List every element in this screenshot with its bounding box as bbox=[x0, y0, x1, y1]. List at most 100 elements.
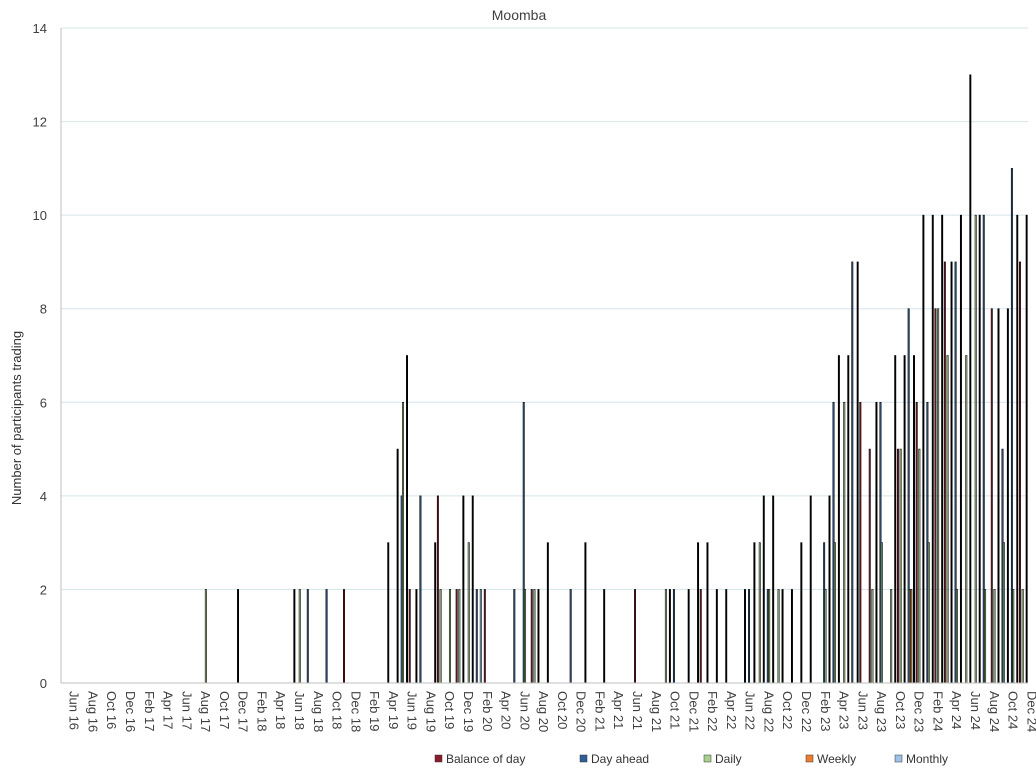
x-tick-label: Oct 16 bbox=[104, 691, 119, 729]
bar-day-ahead-jun-23 bbox=[851, 261, 854, 684]
bar-daily-jan-20 bbox=[467, 542, 470, 684]
legend-label-day-ahead: Day ahead bbox=[591, 752, 649, 766]
bar-unlabeled-dec-22 bbox=[800, 542, 803, 684]
bar-day-ahead-dec-20 bbox=[569, 589, 572, 684]
bar-unlabeled-jun-18 bbox=[293, 589, 296, 684]
y-tick-label: 12 bbox=[33, 115, 47, 130]
x-tick-label: Dec 20 bbox=[574, 691, 589, 732]
x-tick-label: Aug 20 bbox=[536, 691, 551, 732]
x-tick-label: Feb 20 bbox=[480, 691, 495, 731]
bar-daily-dec-24 bbox=[1021, 589, 1024, 684]
bar-balance-of-day-nov-23 bbox=[896, 448, 899, 684]
x-tick-label: Jun 17 bbox=[179, 691, 194, 730]
x-tick-label: Feb 22 bbox=[705, 691, 720, 731]
bar-balance-of-day-mar-24 bbox=[934, 308, 937, 684]
x-tick-label: Aug 21 bbox=[649, 691, 664, 732]
bar-unlabeled-mar-21 bbox=[603, 589, 606, 684]
bar-daily-may-24 bbox=[955, 589, 958, 684]
bar-unlabeled-dec-17 bbox=[237, 589, 240, 684]
x-tick-label: Apr 24 bbox=[949, 691, 964, 729]
legend-swatch-balance-of-day bbox=[434, 754, 443, 763]
y-tick-label: 6 bbox=[40, 395, 47, 410]
bar-unlabeled-nov-22 bbox=[790, 589, 793, 684]
x-tick-label: Apr 17 bbox=[161, 691, 176, 729]
y-axis-title: Number of participants trading bbox=[9, 331, 24, 505]
bar-unlabeled-jan-24 bbox=[922, 214, 925, 684]
bar-unlabeled-mar-23 bbox=[828, 495, 831, 684]
bar-unlabeled-jan-22 bbox=[697, 542, 700, 684]
x-tick-label: Jun 24 bbox=[968, 691, 983, 730]
bar-day-ahead-oct-18 bbox=[325, 589, 328, 684]
bar-unlabeled-may-23 bbox=[847, 355, 850, 684]
bar-unlabeled-mar-22 bbox=[715, 589, 718, 684]
bar-unlabeled-jul-19 bbox=[415, 589, 418, 684]
bar-daily-mar-24 bbox=[937, 308, 940, 684]
bar-balance-of-day-dec-24 bbox=[1018, 261, 1021, 684]
x-tick-label: Dec 22 bbox=[799, 691, 814, 732]
bar-unlabeled-aug-20 bbox=[537, 589, 540, 684]
bar-unlabeled-sep-24 bbox=[997, 308, 1000, 684]
legend-swatch-weekly bbox=[805, 754, 814, 763]
bar-unlabeled-dec-24 bbox=[1025, 214, 1028, 684]
bar-unlabeled-jul-24 bbox=[978, 214, 981, 684]
x-tick-label: Feb 21 bbox=[592, 691, 607, 731]
bar-unlabeled-feb-22 bbox=[706, 542, 709, 684]
bar-daily-oct-24 bbox=[1002, 542, 1005, 684]
x-tick-label: Aug 24 bbox=[987, 691, 1002, 732]
bar-daily-aug-24 bbox=[984, 589, 987, 684]
bar-balance-of-day-aug-23 bbox=[868, 448, 871, 684]
x-tick-label: Feb 24 bbox=[930, 691, 945, 731]
bar-unlabeled-mar-24 bbox=[941, 214, 944, 684]
bar-balance-of-day-mar-20 bbox=[483, 589, 486, 684]
x-tick-label: Oct 19 bbox=[442, 691, 457, 729]
bar-daily-sep-17 bbox=[204, 589, 207, 684]
bar-unlabeled-sep-20 bbox=[546, 542, 549, 684]
x-tick-label: Jun 18 bbox=[292, 691, 307, 730]
bar-daily-jan-24 bbox=[918, 448, 921, 684]
bar-unlabeled-jan-21 bbox=[584, 542, 587, 684]
bar-balance-of-day-dec-18 bbox=[343, 589, 345, 684]
x-tick-label: Feb 17 bbox=[142, 691, 157, 731]
bar-unlabeled-jun-23 bbox=[856, 261, 859, 684]
bar-day-ahead-aug-18 bbox=[306, 589, 309, 684]
y-tick-label: 14 bbox=[33, 21, 47, 36]
bar-unlabeled-nov-23 bbox=[903, 355, 906, 684]
bar-daily-sep-23 bbox=[880, 542, 883, 684]
bar-unlabeled-apr-19 bbox=[387, 542, 390, 684]
bar-unlabeled-aug-22 bbox=[762, 495, 765, 684]
bar-unlabeled-jun-19 bbox=[406, 355, 408, 684]
bar-unlabeled-sep-22 bbox=[772, 495, 775, 684]
bar-unlabeled-oct-24 bbox=[1006, 308, 1009, 684]
x-tick-label: Dec 24 bbox=[1024, 691, 1036, 732]
bar-daily-may-23 bbox=[843, 401, 846, 684]
bar-unlabeled-nov-24 bbox=[1016, 214, 1019, 684]
bar-day-ahead-jun-20 bbox=[513, 589, 516, 684]
bar-unlabeled-jun-24 bbox=[969, 74, 972, 684]
x-tick-label: Feb 18 bbox=[254, 691, 269, 731]
bar-daily-jul-18 bbox=[298, 589, 301, 684]
bar-daily-sep-24 bbox=[993, 589, 996, 684]
bar-daily-nov-24 bbox=[1012, 589, 1015, 684]
x-tick-label: Jun 16 bbox=[67, 691, 82, 730]
bar-unlabeled-dec-23 bbox=[913, 355, 915, 684]
legend-label-daily: Daily bbox=[715, 752, 742, 766]
bar-balance-of-day-jul-19 bbox=[408, 589, 411, 684]
bar-unlabeled-aug-23 bbox=[875, 401, 878, 684]
bar-daily-feb-24 bbox=[927, 542, 930, 684]
x-tick-label: Dec 18 bbox=[348, 691, 363, 732]
x-tick-label: Oct 21 bbox=[668, 691, 683, 729]
y-tick-label: 10 bbox=[33, 208, 47, 223]
bar-daily-jul-24 bbox=[974, 214, 977, 684]
x-tick-label: Dec 17 bbox=[236, 691, 251, 732]
bar-balance-of-day-jul-23 bbox=[859, 401, 862, 684]
x-axis-ticks: Jun 16 Aug 16 Oct 16 Dec 16 Feb 17 Apr 17 Jun … bbox=[67, 691, 1036, 732]
bar-unlabeled-sep-19 bbox=[434, 542, 437, 684]
x-tick-label: Jun 23 bbox=[855, 691, 870, 730]
bar-day-ahead-aug-19 bbox=[419, 495, 422, 684]
legend-label-monthly: Monthly bbox=[906, 752, 948, 766]
x-tick-label: Jun 21 bbox=[630, 691, 645, 730]
x-tick-label: Oct 23 bbox=[893, 691, 908, 729]
bar-daily-nov-23 bbox=[899, 448, 902, 684]
bar-daily-aug-22 bbox=[758, 542, 761, 684]
legend-label-weekly: Weekly bbox=[817, 752, 856, 766]
